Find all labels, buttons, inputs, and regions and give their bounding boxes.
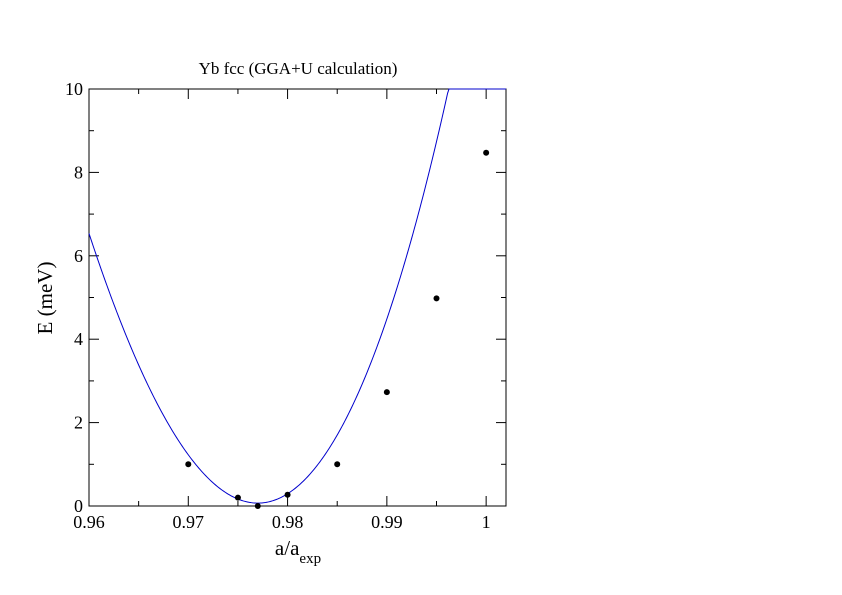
fit-line [88,88,506,504]
y-tick-label: 0 [74,496,83,516]
x-tick-label: 0.98 [272,512,304,532]
data-point [185,461,192,468]
x-axis-label-subscript: exp [299,551,321,567]
x-axis-label-main: a/a [275,536,300,560]
y-tick-label: 2 [74,413,83,433]
y-axis-label: E (meV) [33,262,57,335]
fit-curve [88,88,506,504]
x-tick-label: 0.97 [173,512,205,532]
x-axis-ticks: 0.96 0.97 0.98 0.99 1 [73,89,491,532]
y-tick-label: 4 [74,329,83,349]
data-point [234,494,241,501]
data-point [433,295,440,302]
x-tick-label: 0.99 [371,512,403,532]
plot-frame [88,88,507,507]
data-point [483,149,490,156]
data-point [284,491,291,498]
x-tick-label: 1 [482,512,491,532]
y-tick-label: 10 [65,79,83,99]
x-axis-label: a/aexp [275,536,321,567]
data-points [185,149,490,509]
y-tick-label: 6 [74,246,83,266]
data-point [254,503,261,509]
chart-title: Yb fcc (GGA+U calculation) [199,59,398,78]
data-point [383,389,390,396]
x-tick-label: 0.96 [73,512,105,532]
data-point [334,461,341,468]
y-tick-label: 8 [74,162,83,182]
axes [88,88,507,507]
y-axis-ticks: 0 2 4 6 8 10 [65,79,506,516]
